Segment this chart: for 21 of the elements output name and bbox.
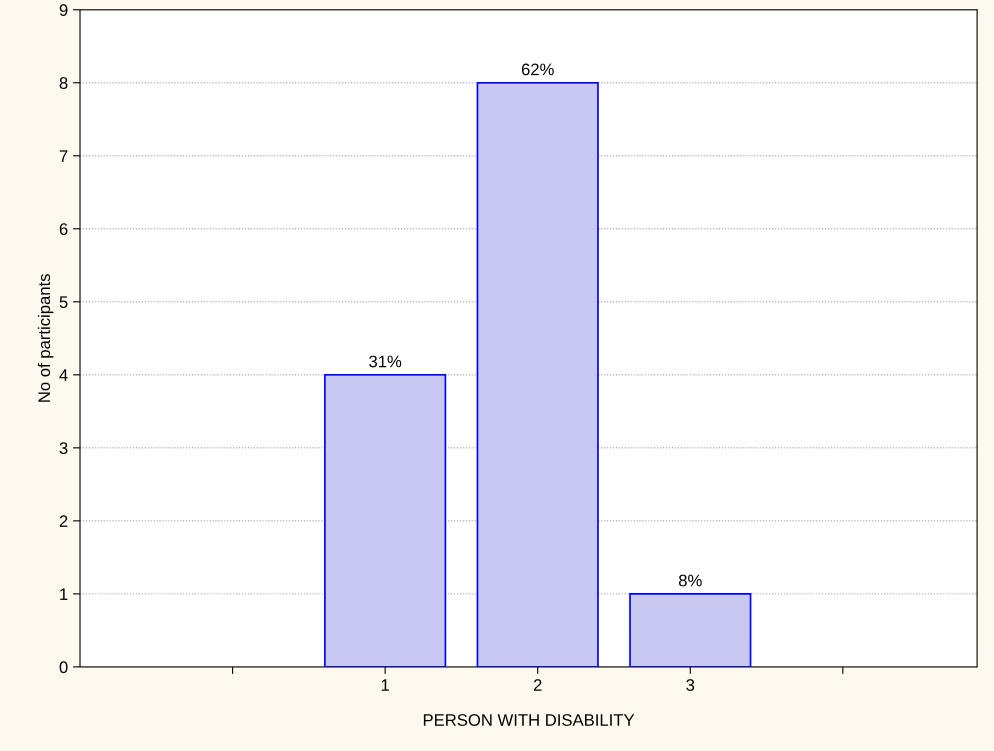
y-axis-title: No of participants	[38, 274, 54, 402]
annotation: 31%	[369, 356, 402, 368]
y-tick-label: 6	[60, 223, 68, 236]
y-tick-label: 3	[60, 442, 68, 454]
y-tick-label: 7	[60, 150, 68, 162]
x-axis-title: PERSON WITH DISABILITY	[424, 714, 634, 726]
y-tick-label: 4	[59, 369, 68, 381]
y-tick-label: 2	[60, 515, 68, 527]
x-tick-label: 3	[686, 679, 694, 691]
y-tick-label: 1	[60, 588, 68, 600]
y-tick-label: 0	[60, 661, 68, 674]
y-tick-label: 9	[60, 4, 68, 16]
bar	[629, 593, 752, 667]
x-tick-label: 2	[534, 679, 542, 691]
bar	[476, 82, 599, 667]
bar	[324, 374, 446, 667]
annotation: 62%	[522, 64, 554, 76]
y-tick-label: 8	[60, 77, 68, 89]
y-tick-label: 5	[60, 296, 68, 308]
annotation: 8%	[678, 574, 702, 586]
x-tick-label: 1	[382, 679, 389, 691]
